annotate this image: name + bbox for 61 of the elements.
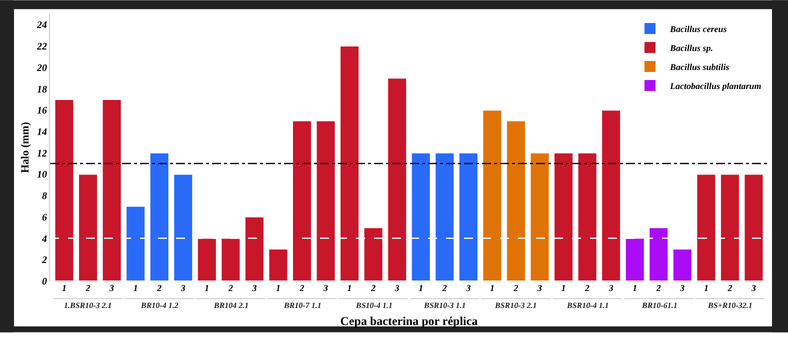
y-tick-label: 24 bbox=[36, 20, 47, 32]
x-tick-label: 3 bbox=[536, 283, 543, 293]
x-tick-label: 1 bbox=[704, 283, 708, 293]
text: BSR10-4 1.1 bbox=[566, 301, 609, 310]
text: BR10-4 1.2 bbox=[140, 301, 178, 310]
x-tick-label: 2 bbox=[84, 283, 91, 293]
y-tick-label: 8 bbox=[42, 191, 47, 202]
x-tick-label: 2 bbox=[227, 283, 234, 293]
legend-label: Bacillus cereus bbox=[669, 24, 728, 34]
legend-label: Bacillus sp. bbox=[669, 43, 714, 54]
x-tick-label: 1 bbox=[62, 283, 67, 293]
y-tick-label: 4 bbox=[41, 234, 47, 245]
x-tick-label: 3 bbox=[394, 283, 400, 293]
y-tick-label: 20 bbox=[36, 62, 47, 74]
x-tick-label: 1 bbox=[133, 283, 138, 293]
bar bbox=[268, 248, 288, 281]
x-tick-label: 3 bbox=[251, 283, 258, 293]
x-tick-label: 2 bbox=[441, 283, 448, 293]
y-tick-label: 18 bbox=[37, 84, 47, 96]
x-tick-label: 1 bbox=[418, 283, 424, 293]
x-tick-label: 1 bbox=[204, 283, 210, 293]
y-tick-label: 0 bbox=[42, 276, 47, 288]
text: BS10-4 1.1 bbox=[355, 301, 392, 310]
x-tick-label: 2 bbox=[726, 283, 733, 293]
text: BS+R10-32.1 bbox=[707, 301, 752, 310]
text: BSR10-3 1.1 bbox=[423, 301, 466, 310]
x-tick-label: 3 bbox=[608, 283, 614, 293]
text: 1.BSR10-3 2.1 bbox=[64, 301, 112, 310]
x-tick-label: 2 bbox=[370, 283, 376, 293]
text: BR10-61.1 bbox=[641, 301, 678, 310]
x-tick-label: 1 bbox=[632, 283, 638, 293]
y-axis-title: Halo (mm) bbox=[20, 122, 32, 174]
x-tick-label: 1 bbox=[276, 283, 280, 293]
text: BR104 2.1 bbox=[213, 301, 249, 310]
legend-label: Lactobacillus plantarum bbox=[669, 81, 762, 92]
y-tick-label: 12 bbox=[37, 148, 47, 160]
y-tick-label: 22 bbox=[36, 42, 47, 53]
y-tick-label: 6 bbox=[42, 212, 47, 224]
x-tick-label: 2 bbox=[156, 283, 162, 293]
text: BR10-7 1.1 bbox=[283, 301, 322, 310]
x-tick-label: 2 bbox=[298, 283, 305, 293]
y-tick-label: 14 bbox=[37, 126, 47, 138]
x-tick-label: 2 bbox=[512, 283, 519, 293]
x-tick-label: 3 bbox=[322, 283, 329, 293]
x-tick-label: 3 bbox=[679, 283, 686, 293]
bar bbox=[672, 248, 692, 281]
y-tick-label: 16 bbox=[37, 106, 47, 117]
x-tick-label: 3 bbox=[180, 283, 186, 293]
x-tick-label: 1 bbox=[561, 283, 566, 293]
x-tick-label: 3 bbox=[465, 283, 472, 293]
x-tick-label: 2 bbox=[584, 283, 590, 293]
legend-label: Bacillus subtilis bbox=[669, 62, 730, 72]
x-tick-label: 2 bbox=[655, 283, 662, 293]
x-tick-label: 1 bbox=[490, 283, 494, 293]
x-tick-label: 3 bbox=[108, 283, 115, 293]
x-tick-label: 3 bbox=[750, 283, 756, 293]
y-tick-label: 2 bbox=[41, 255, 47, 266]
y-tick-label: 10 bbox=[37, 170, 47, 181]
text: BSR10-3 2.1 bbox=[494, 301, 537, 310]
x-tick-label: 1 bbox=[347, 283, 352, 293]
x-axis-title: Cepa bacterina por réplica bbox=[340, 314, 478, 328]
